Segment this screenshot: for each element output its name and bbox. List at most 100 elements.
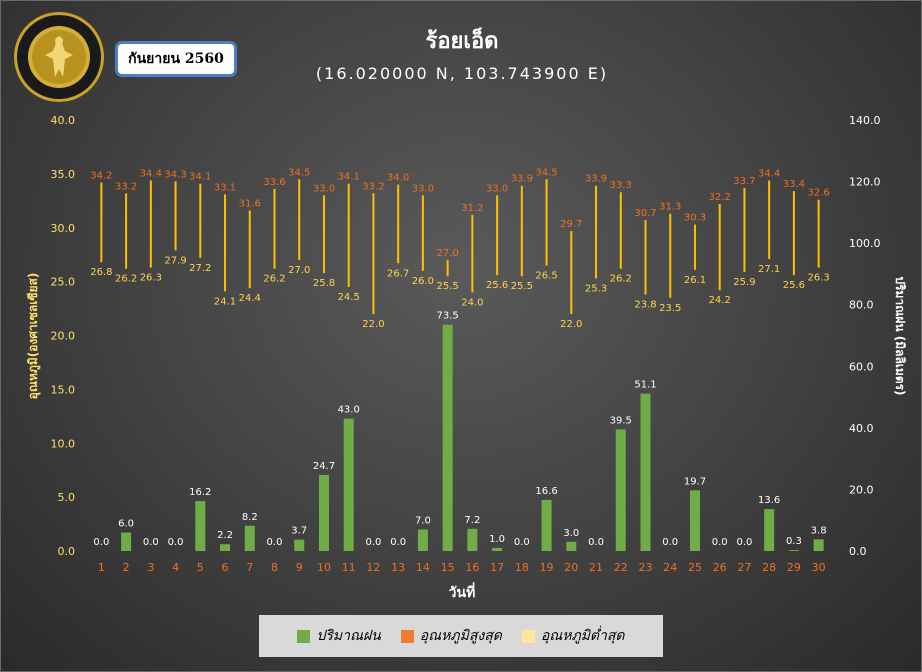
x-axis-tick-label: 16 <box>465 561 479 574</box>
tmax-value-label: 34.1 <box>189 172 211 183</box>
right-axis-tick-label: 120.0 <box>849 176 881 189</box>
rain-value-label: 0.0 <box>168 537 184 548</box>
tmin-value-label: 25.5 <box>511 281 533 292</box>
rain-value-label: 7.2 <box>464 515 480 526</box>
rain-bars <box>121 324 824 551</box>
tmax-value-label: 33.2 <box>362 181 384 192</box>
rain-value-label: 13.6 <box>758 495 780 506</box>
x-axis-tick-label: 5 <box>197 561 204 574</box>
tmax-value-label: 33.2 <box>115 181 137 192</box>
tmax-value-label: 33.9 <box>585 174 607 185</box>
x-axis-tick-label: 10 <box>317 561 331 574</box>
rain-value-label: 8.2 <box>242 512 258 523</box>
tmin-value-label: 27.9 <box>164 255 186 266</box>
x-axis-tick-label: 19 <box>540 561 554 574</box>
rain-bar <box>640 393 651 551</box>
rain-value-label: 16.6 <box>535 486 557 497</box>
tmin-value-label: 24.0 <box>461 297 483 308</box>
data-labels: 0.0 6.0 0.0 0.0 16.2 2.2 8.2 0.0 3.7 24.7 43.0 0.0 0… <box>90 167 830 548</box>
tmin-value-label: 23.8 <box>634 300 656 311</box>
rain-value-label: 2.2 <box>217 530 233 541</box>
rain-value-label: 24.7 <box>313 461 335 472</box>
rain-value-label: 19.7 <box>684 476 706 487</box>
tmin-value-label: 25.9 <box>733 277 755 288</box>
legend-label-tmax: อุณหภูมิสูงสุด <box>419 628 502 644</box>
rain-value-label: 0.3 <box>786 536 802 547</box>
right-axis-tick-label: 20.0 <box>849 483 874 496</box>
tmax-value-label: 34.3 <box>164 169 186 180</box>
rain-value-label: 0.0 <box>267 537 283 548</box>
tmin-value-label: 26.2 <box>263 274 285 285</box>
legend-item-tmax: อุณหภูมิสูงสุด <box>400 625 502 647</box>
rain-value-label: 0.0 <box>514 537 530 548</box>
right-axis-tick-label: 100.0 <box>849 237 881 250</box>
rain-value-label: 0.0 <box>662 537 678 548</box>
rain-bar <box>244 525 255 551</box>
x-axis-tick-label: 21 <box>589 561 603 574</box>
x-axis-ticks: 1 2 3 4 5 6 7 8 9 10 11 12 13 14 15 16 17 18 19 20 21 22 23 24 2… <box>98 561 826 574</box>
tmax-value-label: 34.5 <box>535 167 557 178</box>
left-axis: 0.0 5.0 10.0 15.0 20.0 25.0 30.0 35.0 40.0 <box>51 114 76 558</box>
tmax-value-label: 30.7 <box>634 208 656 219</box>
left-axis-label: อุณหภูมิ(องศาเซลเซียส) <box>26 273 41 400</box>
x-axis-tick-label: 4 <box>172 561 179 574</box>
legend-item-rain: ปริมาณฝน <box>297 625 381 647</box>
rain-value-label: 3.8 <box>811 525 827 536</box>
tmin-value-label: 24.5 <box>338 292 360 303</box>
chart-subtitle: (16.020000 N, 103.743900 E) <box>315 64 609 83</box>
left-axis-tick-label: 10.0 <box>51 437 76 450</box>
rain-value-label: 0.0 <box>712 537 728 548</box>
tmax-value-label: 33.7 <box>733 176 755 187</box>
tmin-value-label: 26.2 <box>610 274 632 285</box>
tmin-value-label: 24.2 <box>709 295 731 306</box>
x-axis-tick-label: 25 <box>688 561 702 574</box>
tmax-value-label: 33.0 <box>486 183 508 194</box>
tmin-value-label: 26.2 <box>115 274 137 285</box>
rain-bar <box>467 528 478 551</box>
x-axis-tick-label: 27 <box>737 561 751 574</box>
tmin-value-label: 26.8 <box>90 267 112 278</box>
left-axis-tick-label: 35.0 <box>51 168 76 181</box>
rain-bar <box>294 539 305 551</box>
x-axis-tick-label: 26 <box>713 561 727 574</box>
rain-bar <box>566 541 577 551</box>
x-axis-tick-label: 9 <box>296 561 303 574</box>
left-axis-tick-label: 40.0 <box>51 114 76 127</box>
tmax-value-label: 33.1 <box>214 182 236 193</box>
right-axis-tick-label: 140.0 <box>849 114 881 127</box>
rain-bar <box>813 539 824 551</box>
tmax-value-label: 33.9 <box>511 174 533 185</box>
tmax-value-label: 27.0 <box>437 248 459 259</box>
x-axis-tick-label: 29 <box>787 561 801 574</box>
rain-value-label: 3.7 <box>291 526 307 537</box>
month-badge: กันยายน 2560 <box>115 41 237 77</box>
tmax-value-label: 31.2 <box>461 203 483 214</box>
x-axis-tick-label: 28 <box>762 561 776 574</box>
rain-bar <box>417 529 428 551</box>
tmax-value-label: 29.7 <box>560 219 582 230</box>
tmin-value-label: 25.6 <box>783 280 805 291</box>
tmax-value-label: 34.5 <box>288 167 310 178</box>
rain-value-label: 39.5 <box>610 415 632 426</box>
tmin-value-label: 25.3 <box>585 283 607 294</box>
rain-value-label: 0.0 <box>390 537 406 548</box>
rain-value-label: 73.5 <box>437 311 459 322</box>
meteorological-department-logo <box>14 12 104 102</box>
tmax-value-label: 33.4 <box>783 179 805 190</box>
tmin-value-label: 24.4 <box>239 293 261 304</box>
rain-value-label: 0.0 <box>93 537 109 548</box>
left-axis-tick-label: 0.0 <box>58 545 76 558</box>
x-axis-tick-label: 1 <box>98 561 105 574</box>
x-axis-tick-label: 6 <box>222 561 229 574</box>
tmin-value-label: 22.0 <box>560 319 582 330</box>
tmax-value-label: 34.4 <box>140 168 162 179</box>
tmax-value-label: 34.2 <box>90 170 112 181</box>
rain-bar <box>541 499 552 551</box>
rain-value-label: 0.0 <box>588 537 604 548</box>
x-axis-tick-label: 13 <box>391 561 405 574</box>
rain-bar <box>121 532 132 551</box>
tmin-value-label: 24.1 <box>214 296 236 307</box>
rain-value-label: 0.0 <box>365 537 381 548</box>
rain-bar <box>195 501 206 551</box>
